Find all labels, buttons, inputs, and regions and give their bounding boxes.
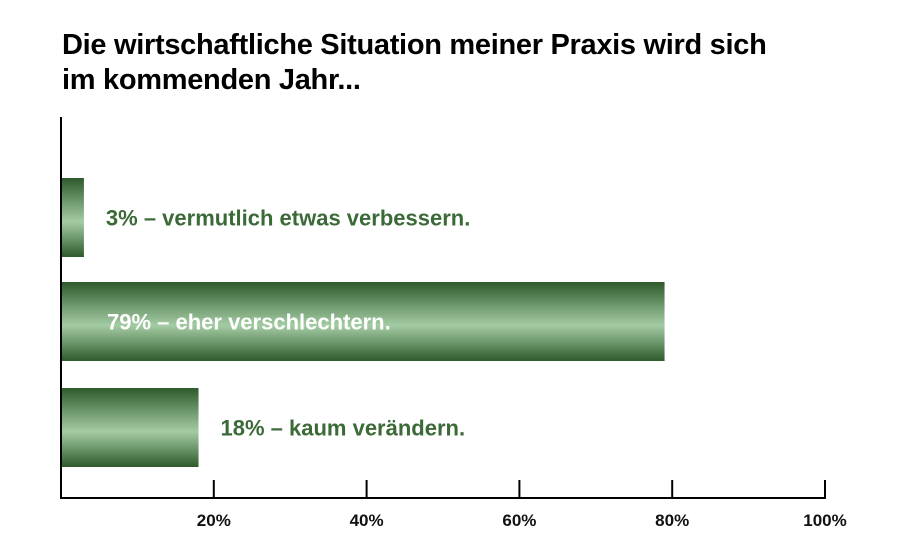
bars-group: 3% – vermutlich etwas verbessern. 79% – e… xyxy=(61,178,665,467)
chart-title-line-2: im kommenden Jahr... xyxy=(62,64,361,96)
chart-title: Die wirtschaftliche Situation meiner Pra… xyxy=(62,28,882,98)
x-tick-label-1: 20% xyxy=(197,511,231,530)
ticks-group: 20% 40% 60% 80% 100% xyxy=(197,480,847,530)
x-tick-label-5: 100% xyxy=(803,511,846,530)
bar-label-1: 3% – vermutlich etwas verbessern. xyxy=(106,206,470,231)
axes-group xyxy=(60,117,826,499)
chart-title-line-1: Die wirtschaftliche Situation meiner Pra… xyxy=(62,29,767,61)
x-tick-label-4: 80% xyxy=(655,511,689,530)
bar-3 xyxy=(61,388,199,467)
bar-label-3: 18% – kaum verändern. xyxy=(221,416,466,441)
x-tick-label-2: 40% xyxy=(350,511,384,530)
x-tick-label-3: 60% xyxy=(502,511,536,530)
bar-label-2: 79% – eher verschlechtern. xyxy=(107,310,391,335)
bar-1 xyxy=(61,178,84,257)
bar-2 xyxy=(61,282,665,361)
